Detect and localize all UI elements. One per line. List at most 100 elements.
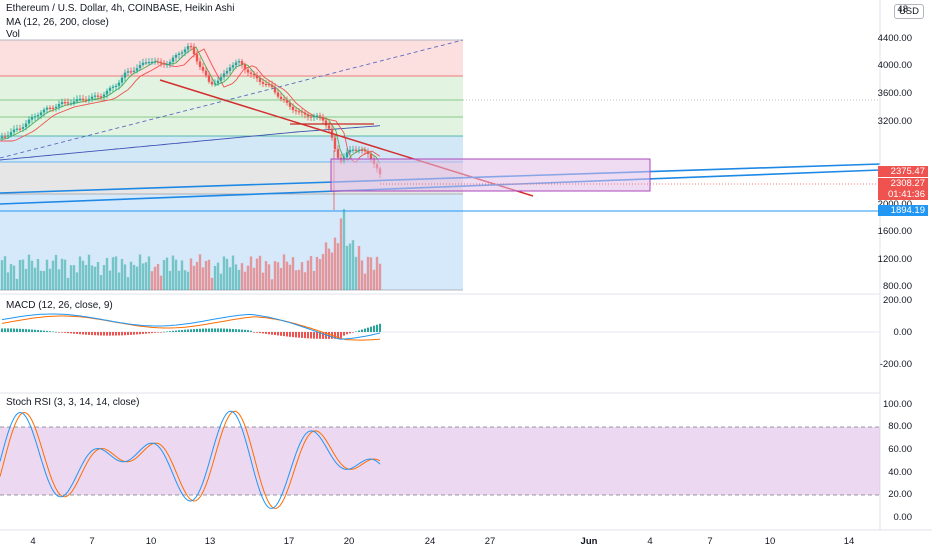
macd-histogram-bar <box>181 329 183 332</box>
volume-bar <box>219 273 223 290</box>
macd-histogram-bar <box>199 328 201 332</box>
volume-bar <box>213 265 217 290</box>
candle-body <box>219 77 223 81</box>
macd-histogram-bar <box>235 329 237 332</box>
candle-body <box>366 151 370 155</box>
candle-body <box>117 82 121 86</box>
candle-body <box>153 61 157 63</box>
macd-histogram-bar <box>124 332 126 336</box>
macd-histogram-bar <box>259 332 261 334</box>
macd-histogram-bar <box>118 332 120 336</box>
candle-body <box>105 90 109 95</box>
volume-bar <box>72 265 76 290</box>
candle-body <box>9 132 13 136</box>
macd-histogram-bar <box>307 332 309 339</box>
volume-bar <box>276 262 280 290</box>
macd-histogram-bar <box>238 329 240 332</box>
volume-legend[interactable]: Vol <box>6 29 20 40</box>
macd-histogram-bar <box>73 332 75 334</box>
macd-histogram-bar <box>16 328 18 332</box>
volume-bar <box>282 254 286 290</box>
macd-pane <box>0 313 880 341</box>
volume-bar <box>96 262 100 290</box>
volume-bar <box>156 264 160 290</box>
volume-bar <box>264 261 268 290</box>
volume-bar <box>6 272 10 290</box>
volume-bar <box>126 277 130 290</box>
macd-histogram-bar <box>352 332 354 333</box>
candle-body <box>354 149 358 151</box>
candle-body <box>24 123 28 128</box>
candle-body <box>165 63 169 66</box>
date-tick: 7 <box>707 536 713 547</box>
candle-body <box>114 85 118 87</box>
macd-histogram-bar <box>226 328 228 332</box>
volume-bar <box>120 258 124 290</box>
volume-bar <box>375 256 379 290</box>
macd-histogram-bar <box>274 332 276 336</box>
candle-body <box>357 149 361 151</box>
candle-body <box>78 98 82 101</box>
volume-bar <box>45 259 49 290</box>
candle-body <box>294 110 298 112</box>
macd-histogram-bar <box>241 329 243 332</box>
candle-body <box>288 102 292 107</box>
candle-body <box>213 83 217 85</box>
volume-bar <box>60 258 64 290</box>
candle-body <box>168 61 172 64</box>
stoch-rsi-legend[interactable]: Stoch RSI (3, 3, 14, 14, close) <box>6 397 140 408</box>
macd-histogram-bar <box>364 328 366 332</box>
macd-histogram-bar <box>316 332 318 339</box>
candle-body <box>195 54 199 62</box>
candle-body <box>111 86 115 88</box>
chart-drawings[interactable] <box>0 39 881 212</box>
macd-histogram-bar <box>361 329 363 332</box>
volume-bar <box>243 271 247 290</box>
macd-histogram-bar <box>46 330 48 332</box>
candle-body <box>57 104 61 107</box>
macd-histogram-bar <box>295 332 297 338</box>
candle-body <box>45 107 49 110</box>
candle-body <box>150 61 154 64</box>
volume-bar <box>330 252 334 290</box>
candle-body <box>159 61 163 64</box>
candle-body <box>171 57 175 62</box>
volume-bar <box>357 245 361 290</box>
currency-button[interactable]: USD <box>893 4 924 19</box>
volume-bar <box>237 269 241 290</box>
date-tick: 10 <box>764 536 776 547</box>
macd-histogram-bar <box>187 329 189 332</box>
volume-bar <box>249 256 253 290</box>
macd-histogram-bar <box>265 332 267 334</box>
volume-bar <box>192 265 196 290</box>
candle-body <box>69 103 73 105</box>
macd-histogram-bar <box>97 332 99 336</box>
volume-bar <box>315 256 319 290</box>
volume-bar <box>12 265 16 290</box>
candle-body <box>129 71 133 73</box>
candle-body <box>18 128 22 130</box>
candle-body <box>243 64 247 70</box>
volume-bar <box>360 260 364 290</box>
date-tick: 27 <box>484 536 496 547</box>
volume-bar <box>180 260 184 290</box>
support-price-badge: 1894.19 <box>878 205 928 216</box>
volume-bar <box>87 254 91 290</box>
volume-bar <box>318 259 322 290</box>
candle-body <box>222 73 226 78</box>
macd-histogram-bar <box>85 332 87 335</box>
candle-body <box>189 46 193 48</box>
candle-body <box>48 107 52 109</box>
macd-legend[interactable]: MACD (12, 26, close, 9) <box>6 300 113 311</box>
macd-histogram-bar <box>52 331 54 333</box>
stoch-tick: 100.00 <box>882 399 912 410</box>
candle-body <box>207 75 211 82</box>
macd-histogram-bar <box>7 328 9 332</box>
volume-bar <box>0 260 4 290</box>
ma-legend[interactable]: MA (12, 26, 200, close) <box>6 17 109 28</box>
macd-histogram-bar <box>196 328 198 332</box>
macd-histogram-bar <box>169 331 171 332</box>
macd-histogram-bar <box>172 330 174 332</box>
volume-bar <box>312 270 316 290</box>
